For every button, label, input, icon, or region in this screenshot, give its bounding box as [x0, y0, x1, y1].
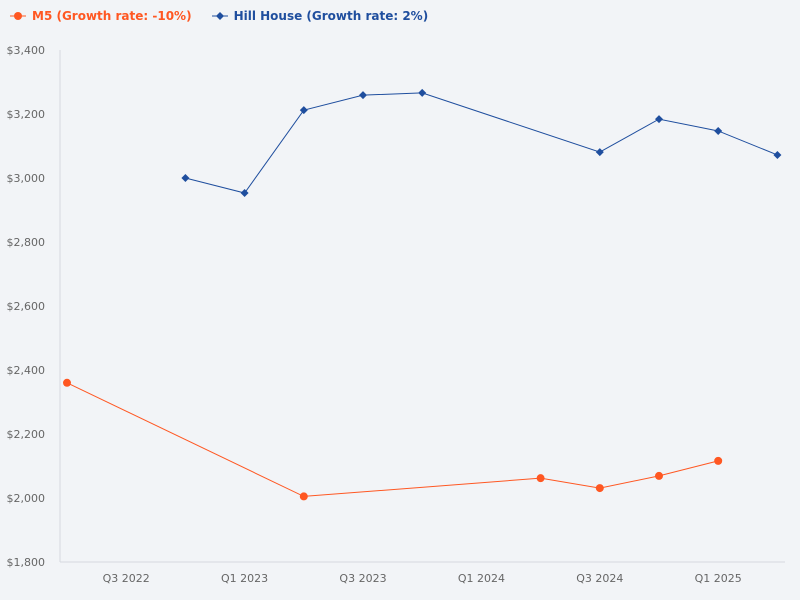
y-tick-label: $2,400	[7, 364, 46, 377]
data-point	[359, 91, 367, 100]
x-tick-label: Q1 2024	[458, 572, 505, 585]
diamond-marker-icon	[211, 12, 228, 20]
legend-item-m5[interactable]: M5 (Growth rate: -10%)	[10, 9, 192, 23]
y-tick-label: $3,400	[7, 44, 46, 57]
data-point	[418, 88, 427, 97]
x-tick-label: Q3 2022	[103, 572, 150, 585]
data-point	[299, 106, 308, 115]
data-point	[299, 492, 308, 501]
data-point	[714, 126, 723, 135]
x-tick-label: Q3 2023	[339, 572, 386, 585]
data-point	[240, 189, 249, 198]
y-tick-label: $1,800	[7, 556, 46, 569]
data-point	[655, 115, 663, 124]
circle-marker-icon	[10, 12, 26, 20]
legend-item-hill-house[interactable]: Hill House (Growth rate: 2%)	[211, 9, 429, 23]
x-tick-label: Q1 2023	[221, 572, 268, 585]
y-tick-label: $2,000	[7, 492, 46, 505]
legend: M5 (Growth rate: -10%) Hill House (Growt…	[10, 9, 428, 23]
data-point	[536, 474, 545, 483]
y-tick-label: $2,200	[7, 428, 46, 441]
legend-label: M5 (Growth rate: -10%)	[32, 9, 192, 23]
y-tick-label: $2,800	[7, 236, 46, 249]
legend-label: Hill House (Growth rate: 2%)	[233, 9, 429, 23]
data-point	[181, 174, 190, 182]
data-point	[595, 148, 604, 157]
series-line-1	[185, 92, 778, 194]
x-tick-label: Q3 2024	[576, 572, 623, 585]
data-point	[595, 484, 604, 493]
data-point	[773, 150, 782, 159]
data-point	[655, 471, 663, 480]
data-point	[714, 456, 723, 465]
y-tick-label: $2,600	[7, 300, 46, 313]
y-tick-label: $3,000	[7, 172, 46, 185]
data-point	[63, 378, 71, 387]
x-tick-label: Q1 2025	[695, 572, 742, 585]
series-line-0	[66, 382, 719, 497]
y-tick-label: $3,200	[7, 108, 46, 121]
